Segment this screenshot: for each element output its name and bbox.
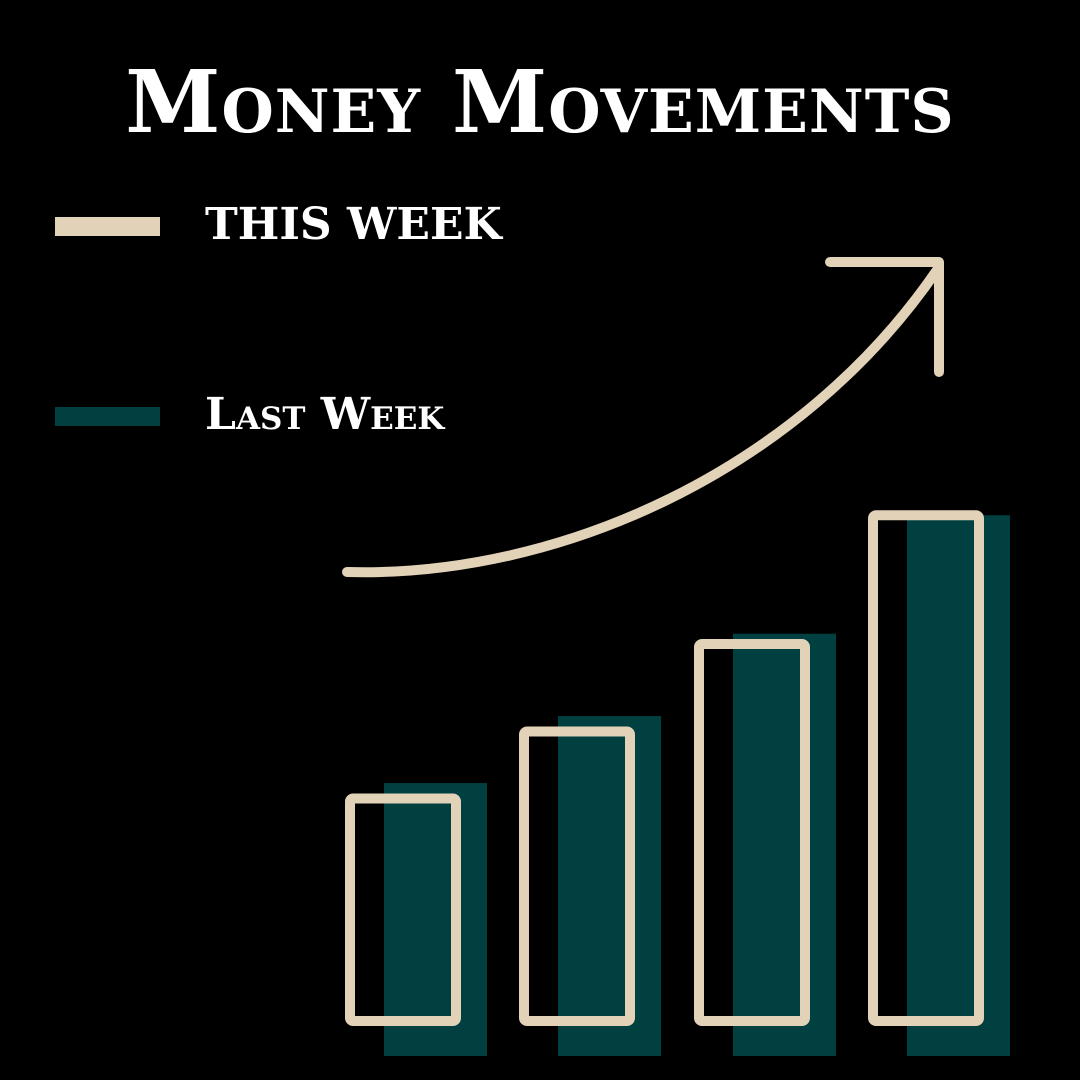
bar-this-week-2 — [519, 726, 635, 1026]
bar-last-week-2 — [558, 716, 661, 1056]
bar-this-week-3 — [694, 639, 810, 1026]
bar-this-week-4 — [868, 510, 984, 1026]
bar-last-week-1 — [384, 783, 487, 1056]
series-last-week — [384, 515, 1010, 1056]
trend-arrow-icon — [342, 257, 944, 578]
trend-arrow-shaft — [342, 265, 942, 578]
legend-swatch-this-week — [55, 217, 160, 236]
trend-arrow-head — [825, 257, 944, 377]
series-this-week — [345, 510, 984, 1026]
legend-label-this-week: THIS WEEK — [205, 199, 502, 250]
legend-label-last-week: Last Week — [205, 389, 445, 440]
bar-this-week-1 — [345, 793, 461, 1026]
bar-last-week-4 — [907, 515, 1010, 1056]
bar-last-week-3 — [733, 633, 836, 1056]
chart-title: Money Movements — [125, 52, 955, 153]
legend-item-this-week: THIS WEEK — [55, 201, 525, 249]
legend-item-last-week: Last Week — [55, 391, 525, 439]
legend-swatch-last-week — [55, 407, 160, 426]
